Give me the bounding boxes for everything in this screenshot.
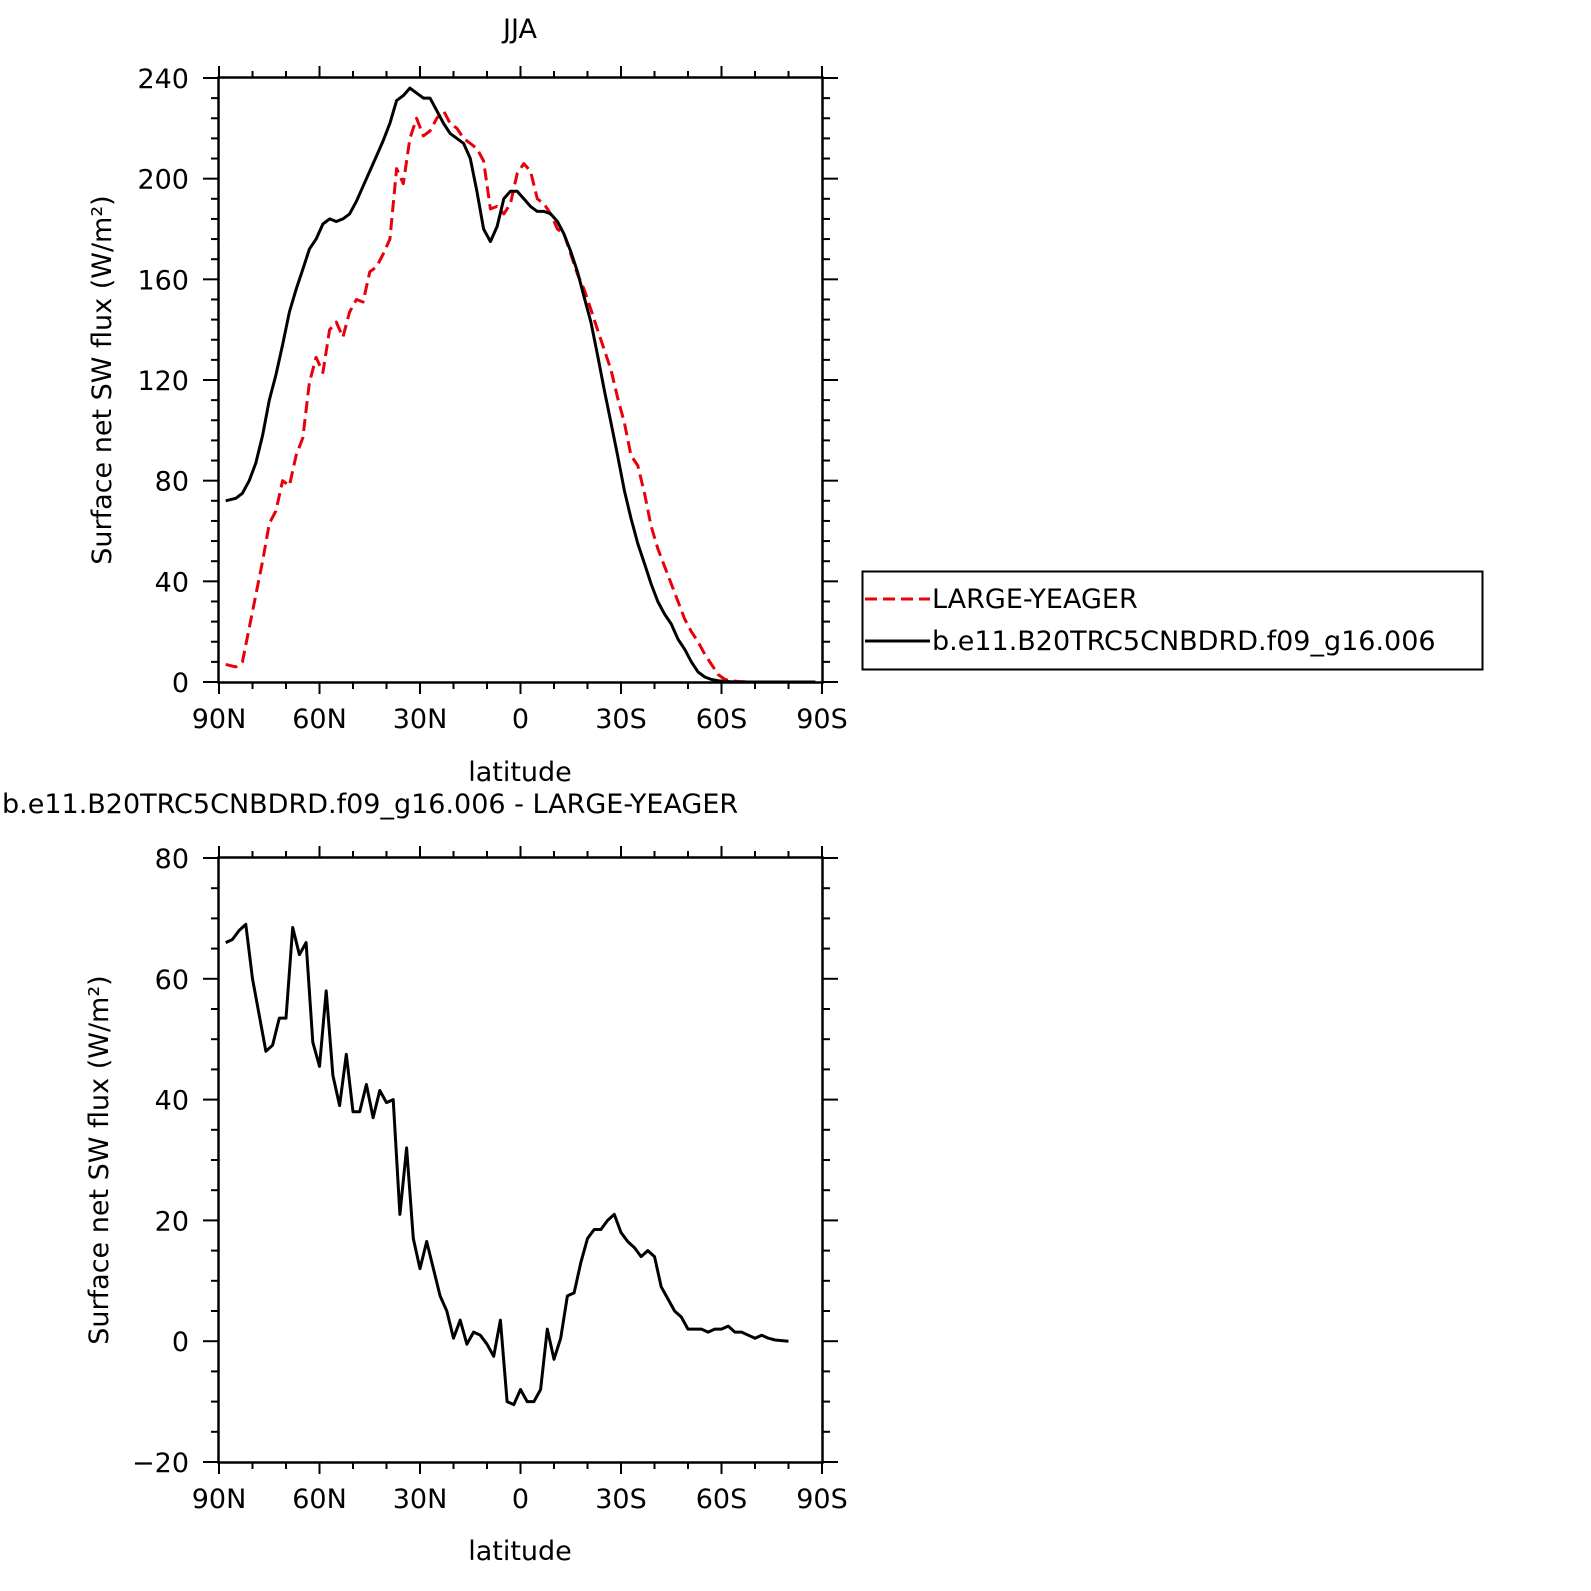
bottom-xtick-label-30n: 30N — [393, 1484, 448, 1515]
top-ytick-label-200: 200 — [137, 165, 189, 196]
top-ytick-label-160: 160 — [137, 265, 189, 296]
bottom-xtick-label-60s: 60S — [696, 1484, 748, 1515]
top-ytick-label-0: 0 — [172, 668, 189, 699]
bottom-xtick-label-90s: 90S — [796, 1484, 848, 1515]
bottom-xtick-label-0: 0 — [512, 1484, 529, 1515]
bottom-ytick-label-0: 0 — [172, 1327, 189, 1358]
bottom-chart-ticks: 90N 60N 30N 0 30S 60S 90S −20 0 20 40 60 80 — [132, 844, 848, 1515]
bottom-xtick-label-90n: 90N — [192, 1484, 247, 1515]
top-xtick-label-90s: 90S — [796, 704, 848, 735]
bottom-ytick-label-60: 60 — [155, 965, 189, 996]
top-xtick-label-60s: 60S — [696, 704, 748, 735]
top-chart-ylabel: Surface net SW flux (W/m²) — [87, 195, 118, 564]
legend-label-model: b.e11.B20TRC5CNBDRD.f09_g16.006 — [932, 626, 1436, 657]
bottom-xtick-label-30s: 30S — [595, 1484, 647, 1515]
top-xtick-label-60n: 60N — [292, 704, 347, 735]
top-xtick-label-30n: 30N — [393, 704, 448, 735]
bottom-chart-ylabel: Surface net SW flux (W/m²) — [84, 975, 115, 1344]
top-chart: JJA 90N 60N 30N 0 30S 60S 90S 0 40 80 120 160 200 240… — [87, 14, 848, 788]
top-ytick-label-240: 240 — [137, 64, 189, 95]
legend-box — [861, 570, 1484, 671]
top-ytick-label-120: 120 — [137, 366, 189, 397]
legend: LARGE-YEAGER b.e11.B20TRC5CNBDRD.f09_g16… — [861, 570, 1484, 671]
top-chart-ticks: 90N 60N 30N 0 30S 60S 90S 0 40 80 120 160 200 240 — [137, 64, 847, 735]
bottom-chart-frame — [217, 856, 824, 1464]
top-ytick-label-80: 80 — [155, 467, 189, 498]
bottom-chart: b.e11.B20TRC5CNBDRD.f09_g16.006 - LARGE-… — [2, 789, 848, 1567]
bottom-chart-xlabel: latitude — [468, 1536, 572, 1567]
top-chart-plot — [225, 86, 816, 684]
top-xtick-label-0: 0 — [512, 704, 529, 735]
top-chart-frame — [217, 76, 824, 684]
bottom-ytick-label-20: −20 — [132, 1448, 189, 1479]
bottom-ytick-label-20: 20 — [155, 1206, 189, 1237]
top-chart-xlabel: latitude — [468, 757, 572, 788]
bottom-chart-plot — [225, 922, 789, 1407]
bottom-ytick-label-80: 80 — [155, 844, 189, 875]
top-series-line-b-e11-b20trc5cnbdrd-f09-g16-006 — [225, 86, 816, 684]
top-xtick-label-30s: 30S — [595, 704, 647, 735]
bottom-series-line-difference — [225, 922, 789, 1407]
bottom-chart-title: b.e11.B20TRC5CNBDRD.f09_g16.006 - LARGE-… — [2, 789, 738, 820]
bottom-ytick-label-40: 40 — [155, 1086, 189, 1117]
bottom-xtick-label-60n: 60N — [292, 1484, 347, 1515]
legend-entry-large-yeager: LARGE-YEAGER — [865, 584, 1138, 615]
legend-label-large-yeager: LARGE-YEAGER — [932, 584, 1138, 615]
top-series-line-large-yeager — [225, 109, 816, 684]
legend-entry-model: b.e11.B20TRC5CNBDRD.f09_g16.006 — [865, 626, 1436, 657]
top-chart-title: JJA — [501, 14, 537, 45]
top-xtick-label-90n: 90N — [192, 704, 247, 735]
top-ytick-label-40: 40 — [155, 567, 189, 598]
